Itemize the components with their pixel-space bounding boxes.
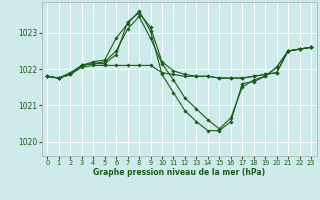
X-axis label: Graphe pression niveau de la mer (hPa): Graphe pression niveau de la mer (hPa) [93,168,265,177]
